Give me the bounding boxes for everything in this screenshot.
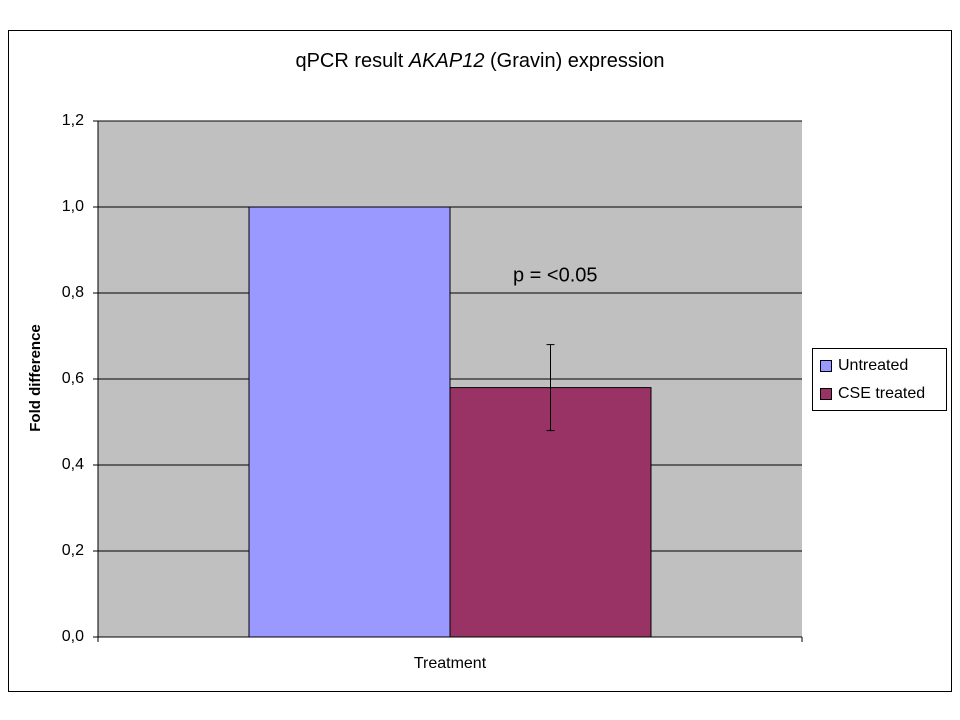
annotation: p = <0.05: [513, 264, 598, 286]
legend-label: CSE treated: [838, 385, 925, 402]
y-tick-label: 1,0: [62, 198, 84, 215]
legend-swatch: [820, 388, 832, 400]
y-tick-label: 0,6: [62, 370, 84, 387]
bar: [248, 206, 451, 638]
legend-label: Untreated: [838, 357, 908, 374]
legend-swatch: [820, 360, 832, 372]
x-tick-label: Treatment: [414, 655, 487, 672]
y-tick-label: 0,4: [62, 456, 84, 473]
y-axis-label: Fold difference: [27, 324, 44, 432]
y-tick-label: 0,0: [62, 628, 84, 645]
y-tick-label: 0,2: [62, 542, 84, 559]
chart-title: qPCR result AKAP12 (Gravin) expression: [295, 50, 664, 72]
y-tick-label: 0,8: [62, 284, 84, 301]
title-part: qPCR result: [295, 50, 403, 72]
title-part: (Gravin) expression: [490, 50, 665, 72]
title-part: AKAP12: [408, 50, 485, 72]
legend: [812, 348, 947, 411]
y-tick-label: 1,2: [62, 112, 84, 129]
